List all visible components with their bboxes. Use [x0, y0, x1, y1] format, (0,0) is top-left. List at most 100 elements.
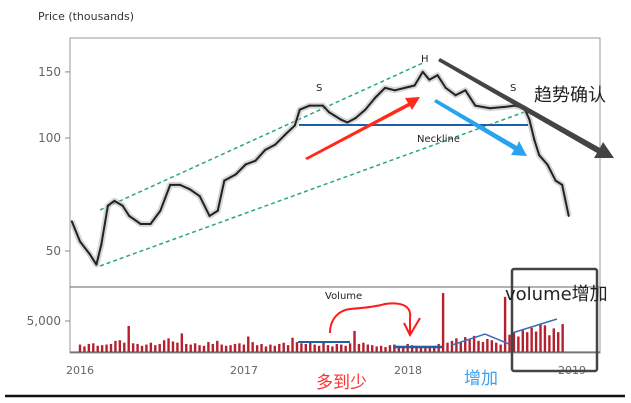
y-tick-label: 150: [38, 65, 61, 79]
volume-bar: [304, 343, 308, 352]
price-segment: [149, 209, 162, 226]
volume-bar: [193, 343, 197, 352]
price-segment: [88, 253, 98, 266]
volume-bar: [322, 342, 325, 352]
y-tick-label: 50: [46, 244, 61, 258]
volume-bar: [464, 337, 467, 352]
volume-bar: [167, 338, 170, 352]
volume-bar: [317, 345, 321, 352]
volume-bar: [238, 343, 241, 352]
volume-bar: [211, 343, 215, 352]
volume-bar: [326, 345, 330, 352]
plot-frame: [69, 37, 601, 354]
volume-bar: [472, 335, 476, 352]
volume-bar: [264, 346, 268, 352]
volume-bar: [105, 344, 108, 352]
volume-highlight-box: [510, 267, 599, 373]
volume-bar: [499, 344, 502, 352]
volume-bar: [490, 340, 494, 352]
volume-bar: [207, 342, 210, 352]
volume-bar: [145, 344, 148, 352]
volume-bar: [477, 340, 480, 352]
price-segment: [561, 183, 570, 217]
volume-bar: [247, 336, 250, 352]
price-segment: [284, 124, 296, 136]
volume-bar: [539, 323, 542, 352]
volume-bar: [220, 344, 223, 352]
volume-bar: [251, 342, 254, 352]
volume-bar: [136, 343, 139, 352]
volume-bar: [468, 339, 471, 352]
volume-bar: [543, 325, 547, 352]
volume-bar: [512, 332, 516, 352]
volume-bar: [508, 334, 511, 352]
volume-bar: [127, 325, 130, 352]
volume-bar: [424, 347, 427, 352]
volume-bar: [269, 344, 272, 352]
volume-bar: [242, 344, 246, 352]
volume-label: Volume: [325, 291, 362, 302]
price-segment: [244, 159, 257, 166]
volume-bar: [397, 345, 401, 352]
price-segment: [436, 74, 447, 89]
dark-trend-arrow: [438, 58, 614, 158]
y-tick-label: 100: [38, 131, 61, 145]
volume-bar: [526, 332, 529, 352]
price-segment: [274, 133, 286, 146]
x-tick-label: 2016: [66, 364, 94, 377]
lower-channel-line: [99, 109, 531, 267]
price-segment: [474, 104, 491, 110]
volume-bar: [441, 293, 445, 352]
price-segment: [546, 163, 557, 182]
volume-bar: [357, 343, 361, 352]
volume-bar: [92, 343, 95, 352]
volume-bar: [176, 342, 179, 352]
volume-bar: [481, 342, 485, 352]
price-segment: [393, 86, 406, 92]
volume-bar: [123, 342, 126, 352]
volume-bar: [335, 343, 339, 352]
volume-bar: [233, 343, 237, 352]
price-segment: [413, 70, 424, 87]
volume-bar: [291, 337, 294, 352]
volume-bar: [140, 345, 144, 352]
volume-bar: [384, 347, 387, 352]
volume-bar: [362, 342, 365, 352]
price-segment: [234, 163, 247, 176]
chart-title: Price (thousands): [38, 10, 134, 23]
volume-bar: [402, 346, 405, 352]
volume-bar: [171, 341, 175, 352]
volume-bar: [495, 342, 498, 352]
volume-bar: [344, 345, 347, 352]
left-shoulder-label: S: [316, 83, 322, 94]
volume-bar: [446, 342, 449, 352]
price-segment: [328, 111, 342, 121]
volume-bar: [180, 333, 184, 352]
red-uptrend-arrow: [305, 97, 420, 160]
price-segment: [264, 143, 277, 151]
price-segment: [444, 86, 457, 97]
volume-bar: [371, 345, 374, 352]
price-segment: [554, 179, 564, 186]
volume-tick-label: 5,000: [27, 314, 61, 328]
price-segment: [533, 138, 541, 157]
volume-bar: [78, 344, 82, 352]
price-segment: [106, 199, 116, 207]
volume-bar: [83, 346, 86, 352]
price-segment: [223, 173, 237, 182]
price-segment: [208, 209, 219, 217]
price-segment: [70, 220, 81, 243]
volume-bar: [309, 341, 312, 352]
volume-bar: [503, 296, 507, 352]
volume-bar: [388, 345, 392, 352]
volume-bar: [149, 342, 153, 352]
volume-bar: [202, 345, 206, 352]
price-segment: [159, 183, 172, 212]
volume-bar: [282, 342, 285, 352]
volume-bar: [552, 328, 555, 352]
upper-channel-line: [99, 61, 426, 211]
x-tick-label: 2017: [230, 364, 258, 377]
price-segment: [503, 104, 516, 108]
volume-bar: [313, 344, 316, 352]
